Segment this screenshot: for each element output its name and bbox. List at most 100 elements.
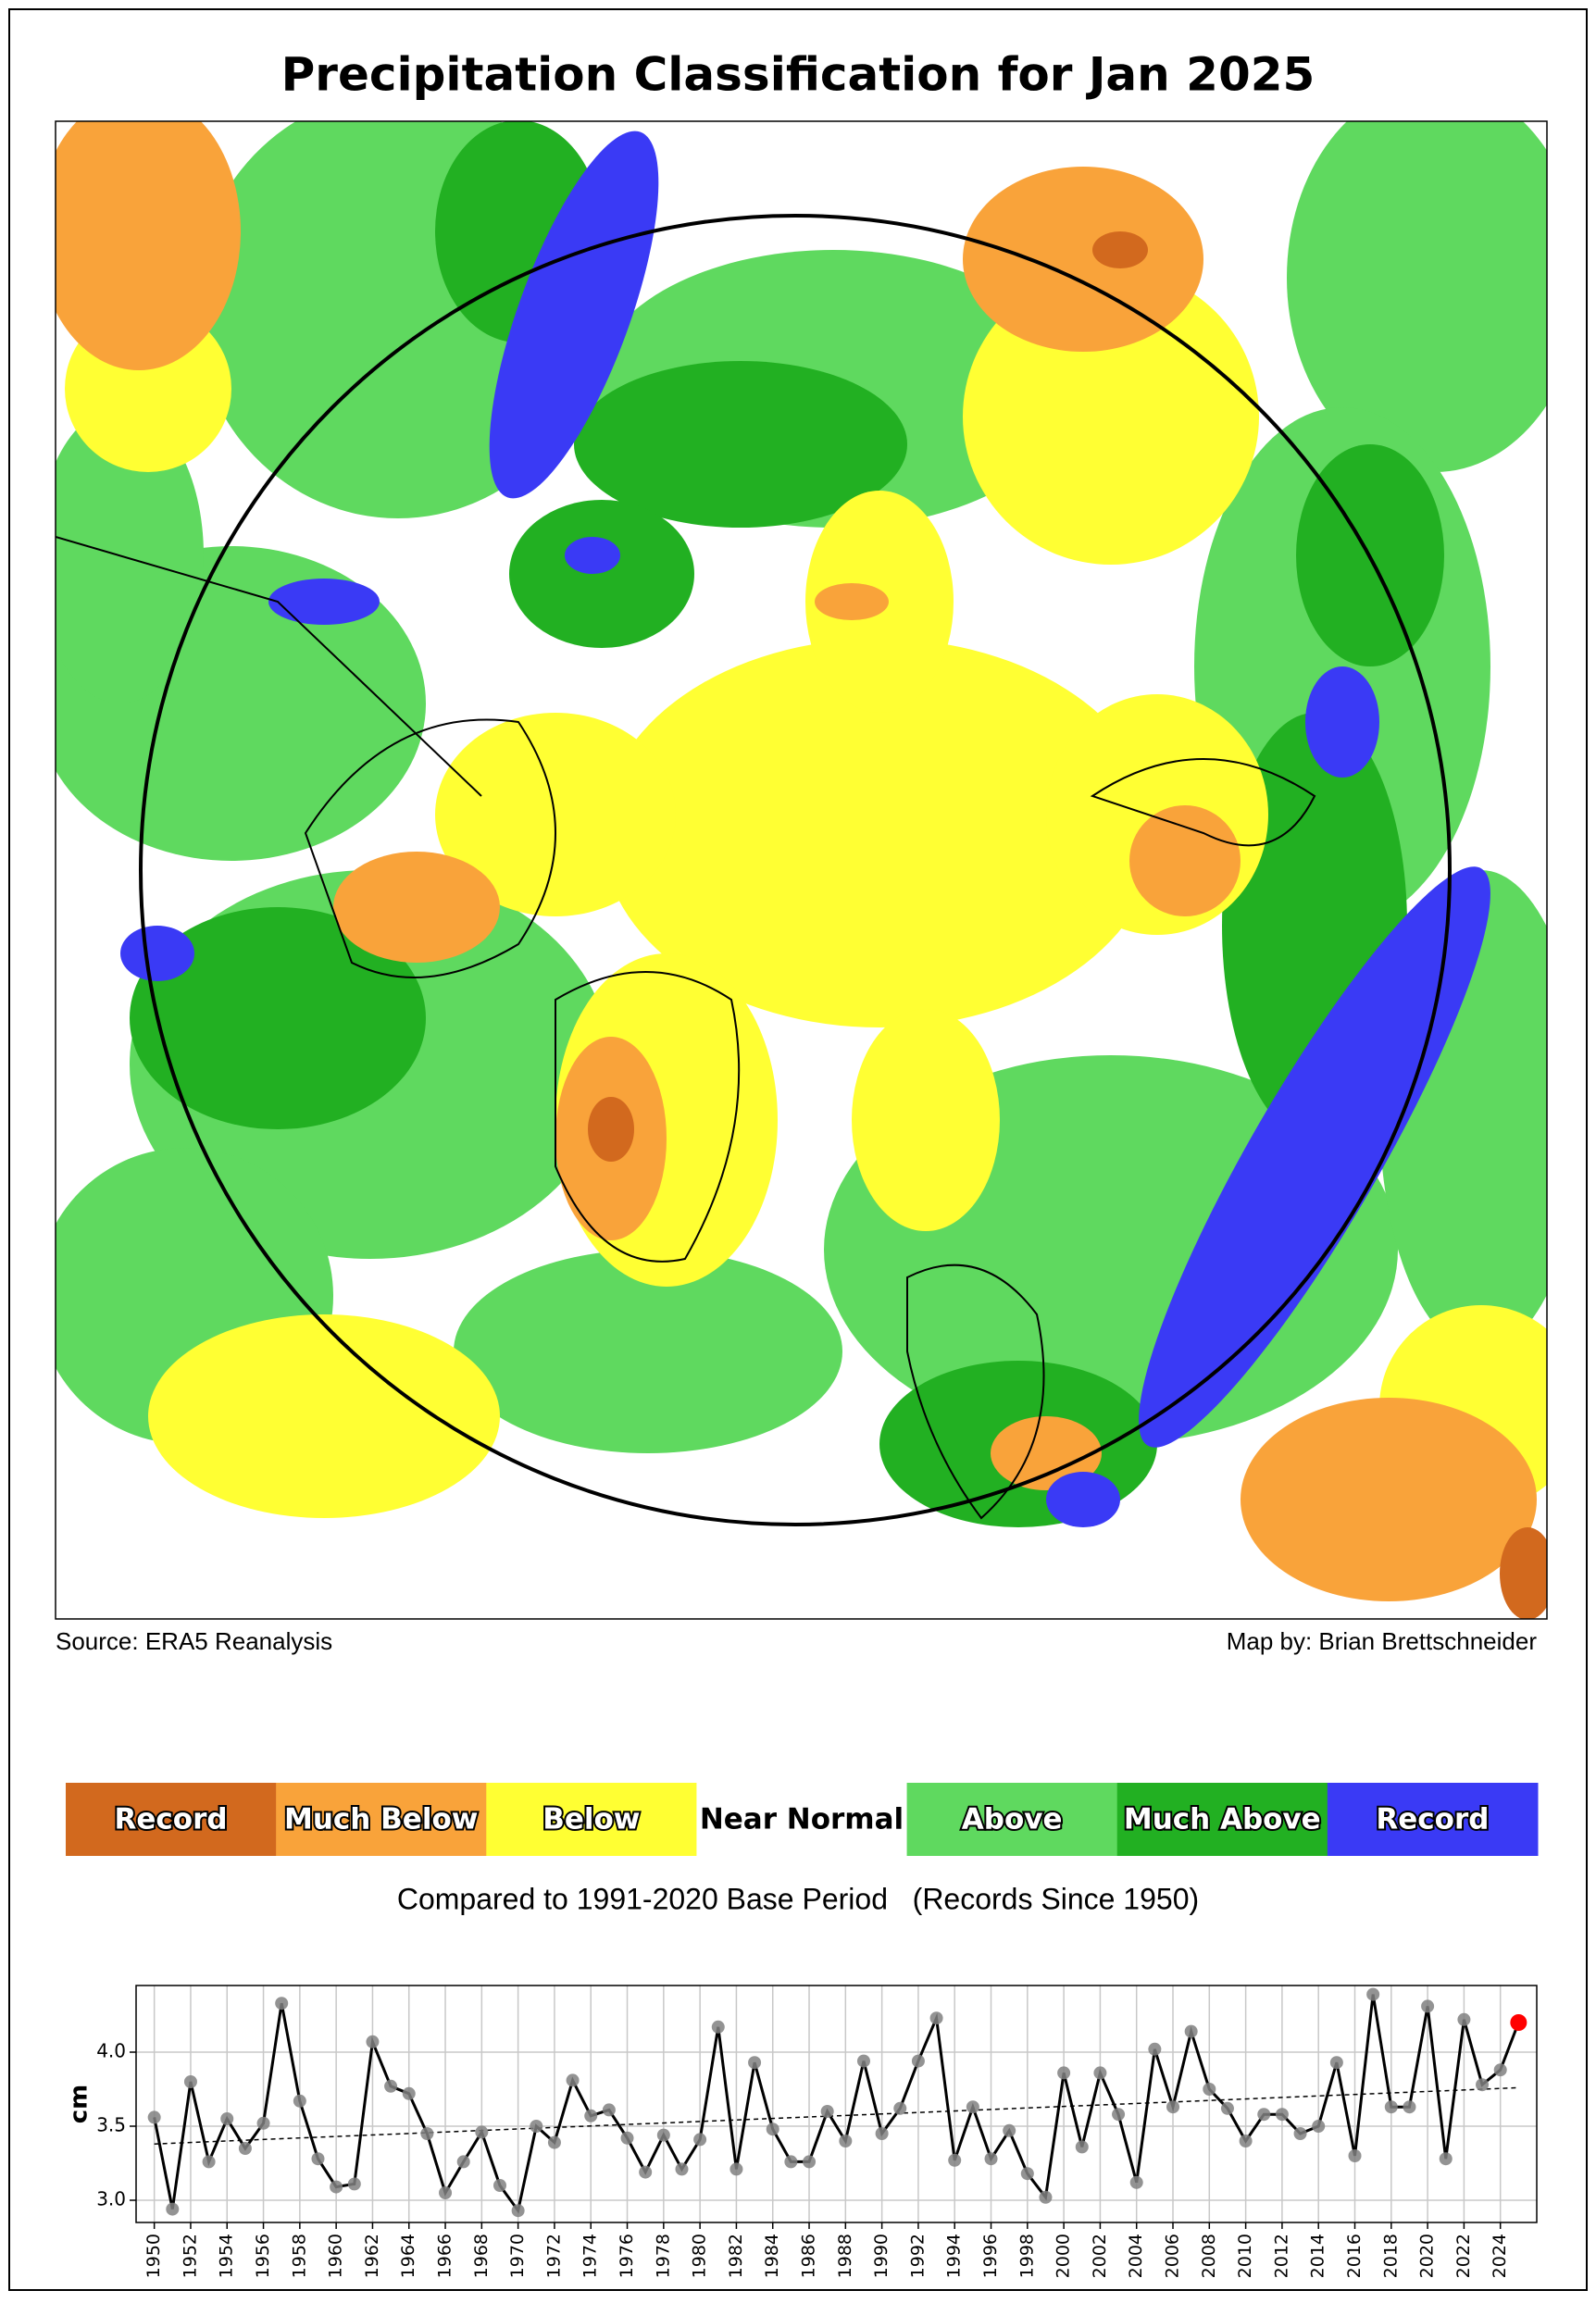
- latest-point: [1510, 2014, 1527, 2031]
- data-point: [238, 2142, 252, 2155]
- y-tick-label: 3.5: [96, 2114, 126, 2136]
- x-tick-label: 1990: [871, 2234, 892, 2278]
- x-tick-label: 2024: [1490, 2234, 1510, 2278]
- data-point: [1421, 1999, 1435, 2013]
- x-tick-label: 2004: [1126, 2234, 1146, 2278]
- x-tick-label: 1982: [726, 2234, 746, 2278]
- data-point: [530, 2120, 543, 2133]
- data-point: [620, 2131, 634, 2145]
- data-point: [875, 2127, 889, 2140]
- x-tick-label: 1996: [980, 2234, 1001, 2278]
- x-tick-label: 2010: [1235, 2234, 1255, 2278]
- data-point: [966, 2100, 979, 2114]
- legend-swatch: [486, 1783, 697, 1856]
- data-point: [1220, 2101, 1234, 2115]
- data-point: [803, 2155, 817, 2169]
- data-point: [547, 2135, 561, 2149]
- x-tick-label: 2000: [1054, 2234, 1074, 2278]
- data-point: [893, 2101, 907, 2115]
- y-axis-label: cm: [66, 2085, 94, 2124]
- x-tick-label: 2008: [1199, 2234, 1219, 2278]
- data-point: [856, 2054, 870, 2068]
- source: Source: ERA5 Reanalysis: [56, 1627, 332, 1655]
- data-point: [839, 2135, 853, 2147]
- data-point: [1093, 2066, 1107, 2080]
- credit: Map by: Brian Brettschneider: [1227, 1627, 1538, 1655]
- data-point: [384, 2079, 398, 2093]
- data-point: [1148, 2042, 1162, 2056]
- data-point: [911, 2054, 925, 2068]
- data-point: [1020, 2167, 1034, 2181]
- x-tick-label: 1986: [799, 2234, 819, 2278]
- data-point: [1348, 2149, 1362, 2162]
- y-tick-label: 3.0: [96, 2188, 126, 2210]
- legend-label: Above: [962, 1803, 1063, 1836]
- x-tick-label: 1968: [471, 2234, 492, 2278]
- data-point: [275, 1997, 289, 2010]
- x-tick-label: 1998: [1016, 2234, 1037, 2278]
- legend-swatch: [1116, 1783, 1328, 1856]
- x-tick-label: 1974: [580, 2234, 601, 2278]
- x-tick-label: 1992: [907, 2234, 928, 2278]
- data-point: [948, 2153, 962, 2167]
- data-point: [493, 2179, 506, 2192]
- x-tick-label: 2020: [1417, 2234, 1438, 2278]
- data-point: [1366, 1987, 1380, 2001]
- data-point: [1403, 2100, 1416, 2114]
- x-tick-label: 1976: [617, 2234, 637, 2278]
- map: [56, 121, 1547, 1619]
- x-tick-label: 1966: [435, 2234, 455, 2278]
- data-point: [566, 2073, 580, 2087]
- x-tick-label: 1960: [326, 2234, 346, 2278]
- data-point: [1112, 2108, 1126, 2122]
- data-point: [784, 2155, 798, 2169]
- legend-label: Much Below: [284, 1803, 478, 1836]
- x-tick-label: 1994: [944, 2234, 965, 2278]
- data-point: [675, 2162, 689, 2176]
- data-point: [1476, 2078, 1490, 2092]
- data-point: [420, 2127, 434, 2140]
- data-point: [1057, 2066, 1071, 2080]
- x-tick-label: 1980: [690, 2234, 710, 2278]
- data-point: [220, 2112, 234, 2125]
- data-point: [256, 2116, 270, 2130]
- data-point: [347, 2177, 361, 2191]
- data-point: [639, 2165, 653, 2179]
- x-tick-label: 1964: [398, 2234, 418, 2278]
- data-point: [693, 2133, 707, 2147]
- legend-swatch: [66, 1783, 277, 1856]
- data-point: [1003, 2123, 1016, 2137]
- data-point: [584, 2109, 598, 2122]
- legend-label: Much Above: [1124, 1803, 1321, 1836]
- legend-swatch: [276, 1783, 487, 1856]
- legend-label: Record: [115, 1803, 228, 1836]
- x-tick-label: 2014: [1308, 2234, 1328, 2278]
- legend-label: Near Normal: [700, 1803, 904, 1836]
- legend: Record Much Below Below Near Normal Above Muc…: [66, 1783, 1539, 1856]
- data-point: [475, 2125, 489, 2139]
- x-tick-label: 1972: [543, 2234, 564, 2278]
- data-point: [656, 2128, 670, 2142]
- x-tick-label: 1978: [653, 2234, 673, 2278]
- data-point: [311, 2152, 325, 2166]
- data-point: [1075, 2140, 1089, 2154]
- title: Precipitation Classification for Jan 202…: [281, 48, 1315, 102]
- data-point: [402, 2086, 416, 2100]
- data-point: [1275, 2108, 1289, 2122]
- legend-swatch: [696, 1783, 908, 1856]
- data-point: [729, 2162, 743, 2176]
- data-point: [147, 2110, 161, 2124]
- data-point: [511, 2204, 525, 2218]
- x-tick-label: 1962: [362, 2234, 382, 2278]
- data-point: [766, 2122, 779, 2136]
- x-tick-label: 2012: [1271, 2234, 1291, 2278]
- data-point: [1384, 2100, 1398, 2114]
- data-point: [202, 2155, 216, 2169]
- legend-swatch: [1327, 1783, 1539, 1856]
- data-point: [1257, 2108, 1271, 2122]
- plot-frame: [135, 1985, 1538, 2223]
- data-point: [439, 2186, 453, 2199]
- data-point: [1166, 2100, 1180, 2114]
- data-point: [1203, 2083, 1216, 2096]
